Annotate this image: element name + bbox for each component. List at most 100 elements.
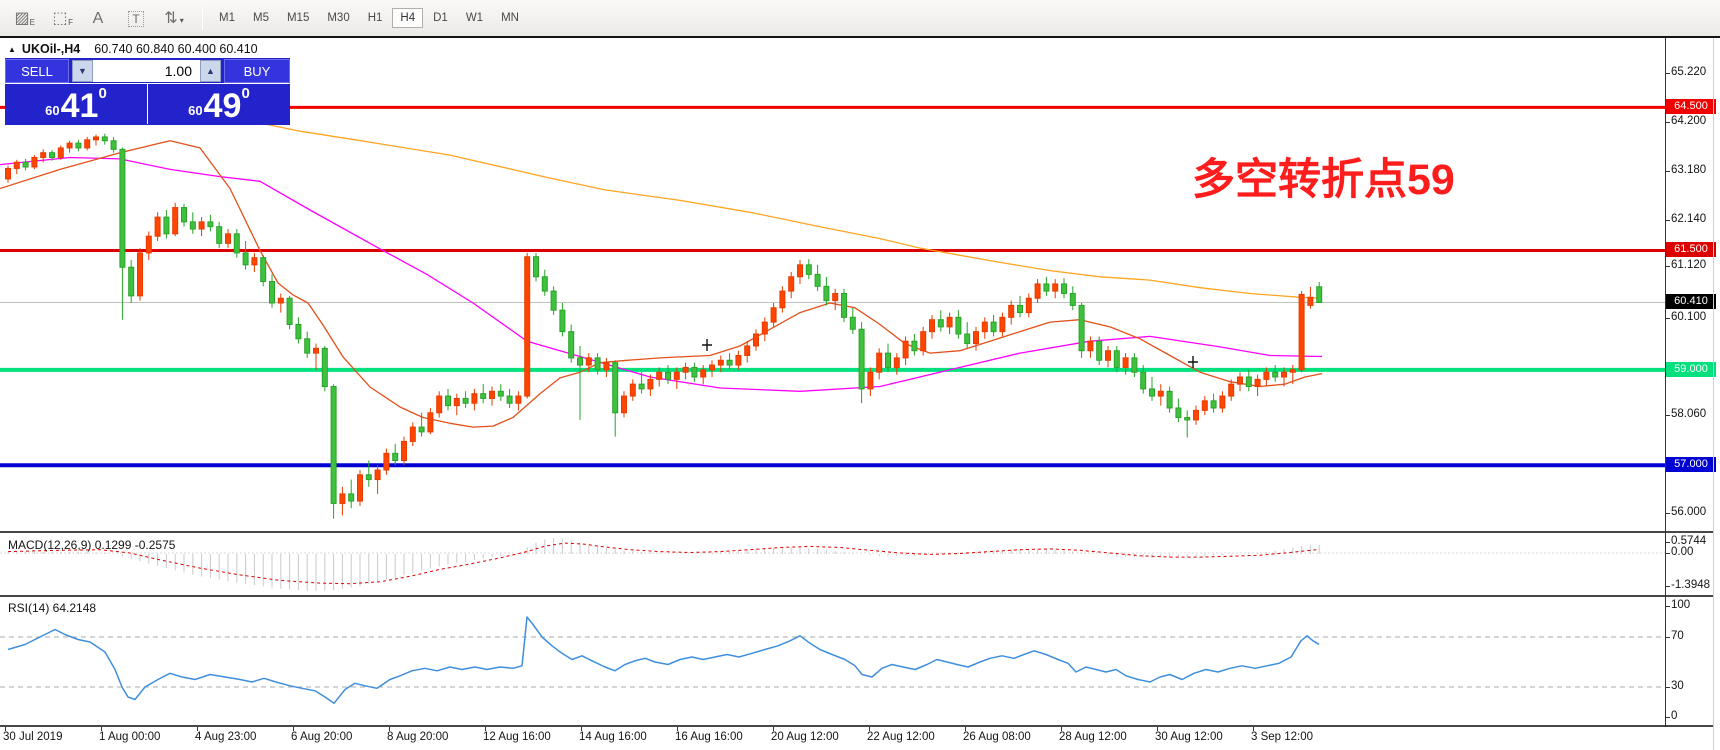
date-label: 22 Aug 12:00 (867, 731, 935, 743)
rsi-tick-100-tick (1665, 606, 1670, 607)
rsi-tick-0: 0 (1671, 710, 1678, 722)
date-label: 26 Aug 08:00 (963, 731, 1031, 743)
text-a-icon[interactable]: A (92, 10, 104, 27)
timeframe-button-h1[interactable]: H1 (367, 12, 383, 24)
macd-chart-canvas[interactable] (0, 533, 1665, 595)
price-badge-61.500: 61.500 (1666, 242, 1716, 257)
rsi-tick-70: 70 (1671, 630, 1684, 642)
price-tick-60.100: 60.100 (1671, 311, 1707, 323)
macd-tick-0.00: 0.00 (1671, 546, 1694, 558)
buy-price-display[interactable]: 60 49 0 (148, 84, 290, 124)
timeframe-button-m15[interactable]: M15 (286, 12, 310, 24)
date-tick (389, 727, 390, 731)
macd-label: MACD(12,26,9) 0.1299 -0.2575 (8, 538, 176, 552)
macd-tick--1.3948: -1.3948 (1671, 579, 1711, 591)
date-label: 12 Aug 16:00 (483, 731, 551, 743)
date-tick (965, 727, 966, 731)
price-tick-58.060-tick (1665, 415, 1670, 416)
rsi-tick-30-tick (1665, 687, 1670, 688)
price-tick-61.120-tick (1665, 266, 1670, 267)
rsi-tick-0-tick (1665, 717, 1670, 718)
date-tick (1157, 727, 1158, 731)
volume-decrease-button[interactable]: ▼ (72, 59, 93, 82)
main-macd-border (0, 531, 1714, 533)
macd-rsi-border (0, 595, 1714, 597)
price-tick-63.180: 63.180 (1671, 164, 1707, 176)
date-tick (773, 727, 774, 731)
text-box-icon[interactable]: T (124, 9, 148, 31)
timeframe-button-m30[interactable]: M30 (327, 12, 350, 24)
date-label: 1 Aug 00:00 (99, 731, 161, 743)
hatch-expert-icon[interactable]: ▨ E (14, 10, 35, 27)
sell-price-sup: 0 (98, 85, 107, 102)
grid-favorites-icon[interactable]: ⬚ F (52, 10, 73, 27)
timeframe-button-d1[interactable]: D1 (433, 12, 448, 24)
date-label: 16 Aug 16:00 (675, 731, 743, 743)
volume-increase-button[interactable]: ▲ (200, 59, 221, 82)
rsi-bottom-border (0, 725, 1714, 727)
date-tick (5, 727, 6, 731)
sell-price-big: 41 (60, 86, 99, 125)
date-label: 30 Jul 2019 (3, 731, 63, 743)
price-tick-62.140: 62.140 (1671, 213, 1707, 225)
rsi-tick-30: 30 (1671, 680, 1684, 692)
sell-button[interactable]: SELL (5, 58, 69, 83)
symbol-marker-icon: ▲ (8, 44, 16, 54)
date-label: 30 Aug 12:00 (1155, 731, 1223, 743)
candlestick-series (5, 133, 1323, 519)
volume-input[interactable]: 1.00 (93, 59, 200, 82)
date-label: 28 Aug 12:00 (1059, 731, 1127, 743)
rsi-chart-canvas[interactable] (0, 597, 1665, 725)
window-divider (0, 36, 1720, 38)
date-tick (1061, 727, 1062, 731)
date-label: 8 Aug 20:00 (387, 731, 449, 743)
date-label: 20 Aug 12:00 (771, 731, 839, 743)
chart-title: ▲ UKOil-,H4 60.740 60.840 60.400 60.410 (8, 42, 258, 56)
buy-price-prefix: 60 (188, 103, 203, 118)
timeframe-button-h4[interactable]: H4 (392, 8, 424, 28)
toolbar-separator (202, 6, 203, 30)
price-tick-56.000-tick (1665, 513, 1670, 514)
volume-control: ▼ 1.00 ▲ (72, 59, 221, 82)
price-tick-60.100-tick (1665, 318, 1670, 319)
buy-button[interactable]: BUY (224, 58, 290, 83)
buy-price-sup: 0 (241, 85, 250, 102)
sell-price-display[interactable]: 60 41 0 (5, 84, 147, 124)
rsi-label: RSI(14) 64.2148 (8, 601, 97, 615)
date-tick (1253, 727, 1254, 731)
rsi-tick-70-tick (1665, 637, 1670, 638)
price-tick-65.220-tick (1665, 73, 1670, 74)
price-tick-56.000: 56.000 (1671, 506, 1707, 518)
price-badge-60.410: 60.410 (1666, 294, 1716, 309)
date-tick (869, 727, 870, 731)
date-tick (677, 727, 678, 731)
trade-controls-row: SELL ▼ 1.00 ▲ BUY (5, 58, 290, 84)
rsi-tick-100: 100 (1671, 599, 1691, 611)
timeframe-button-w1[interactable]: W1 (465, 12, 484, 24)
price-tick-63.180-tick (1665, 171, 1670, 172)
date-tick (485, 727, 486, 731)
date-label: 3 Sep 12:00 (1251, 731, 1314, 743)
main-chart-canvas[interactable] (0, 38, 1665, 531)
price-tick-65.220: 65.220 (1671, 66, 1707, 78)
price-tick-58.060: 58.060 (1671, 408, 1707, 420)
macd-tick-0.5744-tick (1665, 542, 1670, 543)
timeframe-button-m1[interactable]: M1 (219, 12, 235, 24)
macd-tick-0.00-tick (1665, 553, 1670, 554)
window-right-edge (1713, 38, 1714, 750)
symbol-title: UKOil-,H4 (21, 42, 81, 56)
sort-arrows-icon[interactable]: ⇅ ▾ (164, 10, 184, 27)
timeframe-button-m5[interactable]: M5 (252, 12, 269, 24)
price-badge-59.000: 59.000 (1666, 362, 1716, 377)
price-tick-61.120: 61.120 (1671, 259, 1707, 271)
sell-price-prefix: 60 (45, 103, 60, 118)
date-label: 4 Aug 23:00 (195, 731, 257, 743)
quote-divider (147, 84, 148, 124)
timeframe-button-mn[interactable]: MN (501, 12, 519, 24)
quote-row: 60 41 0 60 49 0 (5, 84, 290, 124)
down-arrow-icon: ▼ (78, 65, 87, 76)
price-badge-64.500: 64.500 (1666, 99, 1716, 114)
ohlc-values: 60.740 60.840 60.400 60.410 (94, 42, 258, 56)
macd-tick-0.5744: 0.5744 (1671, 535, 1707, 547)
